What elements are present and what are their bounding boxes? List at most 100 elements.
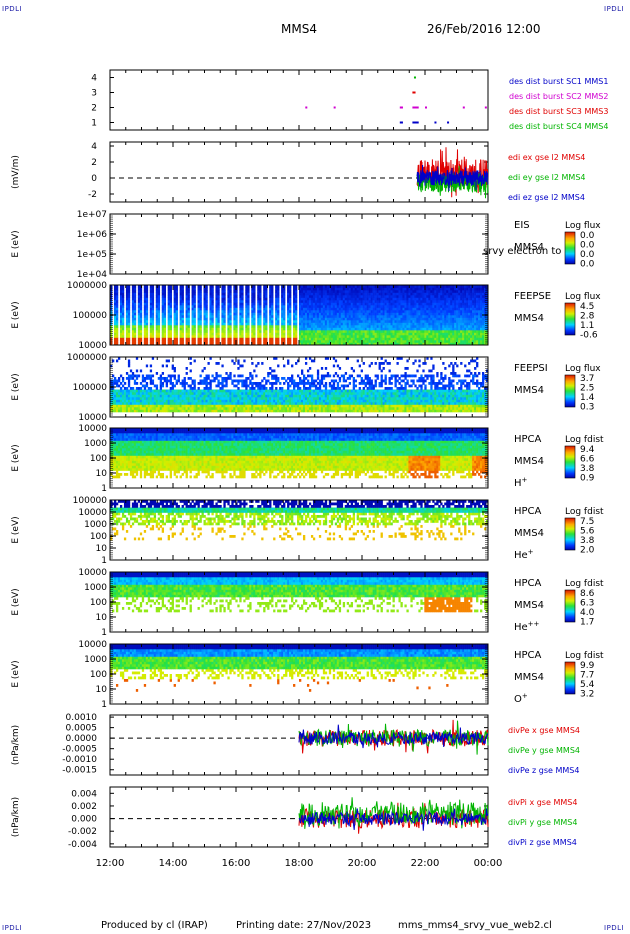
spectrogram-cell [366, 322, 369, 326]
spectrogram-cell [151, 317, 155, 321]
spectrogram-cell [446, 335, 449, 338]
spectrogram-cell [269, 335, 272, 338]
spectrogram-cell [482, 322, 485, 326]
spectrogram-cell [306, 292, 310, 296]
spectrogram-cell [115, 397, 119, 400]
spectrogram-cell [376, 335, 379, 338]
spectrogram-cell [406, 287, 409, 291]
spectrogram-cell [167, 302, 170, 306]
spectrogram-cell [173, 295, 176, 298]
spectrogram-cell [179, 389, 182, 393]
spectrogram-cell [418, 302, 421, 306]
spectrogram-cell [269, 310, 272, 313]
spectrogram-cell [300, 325, 304, 328]
spectrogram-cell [271, 317, 274, 321]
spectrogram-cell [209, 315, 212, 318]
spectrogram-cell [430, 322, 433, 326]
spectrogram-cell [412, 287, 415, 291]
spectrogram-cell [406, 332, 409, 336]
spectrogram-cell [289, 305, 292, 308]
spectrogram-cell [203, 300, 206, 303]
spectrogram-cell [396, 337, 399, 341]
spectrogram-cell [366, 330, 369, 333]
spectrogram-cell [137, 290, 141, 293]
spectrogram-cell [143, 384, 147, 388]
spectrogram-cell [400, 312, 403, 316]
spectrogram-cell [316, 285, 320, 288]
spectrogram-cell [265, 320, 268, 323]
spectrogram-cell [253, 320, 256, 323]
spectrogram-cell [281, 322, 284, 326]
spectrogram-cell [161, 315, 165, 318]
spectrogram-cell [251, 320, 254, 323]
spectrogram-cell [452, 287, 455, 291]
spectrogram-cell [157, 312, 161, 316]
spectrogram-cell [221, 300, 224, 303]
spectrogram-cell [416, 307, 419, 311]
spectrogram-cell [332, 330, 336, 333]
spectrogram-cell [338, 297, 342, 301]
spectrogram-cell [173, 389, 176, 393]
spectrogram-cell [416, 300, 419, 303]
spectrogram-cell [398, 297, 401, 301]
spectrogram-cell [227, 290, 230, 293]
spectrogram-cell [157, 389, 161, 393]
spectrogram-cell [205, 290, 208, 293]
spectrogram-cell [251, 307, 254, 311]
spectrogram-cell [460, 297, 463, 301]
spectrogram-cell [392, 332, 395, 336]
spectrogram-cell [169, 397, 172, 400]
spectrogram-cell [123, 399, 127, 403]
spectrogram-cell [420, 292, 423, 296]
spectrogram-cell [151, 335, 155, 338]
spectrogram-cell [482, 317, 485, 321]
spectrogram [110, 285, 489, 346]
spectrogram-cell [396, 307, 399, 311]
spectrogram-cell [139, 369, 143, 373]
spectrogram-cell [372, 322, 375, 326]
spectrogram-cell [187, 295, 190, 298]
spectrogram-cell [316, 332, 320, 336]
spectrogram-cell [380, 307, 383, 311]
spectrogram-cell [444, 285, 447, 288]
spectrogram-cell [173, 332, 176, 336]
spectrogram-cell [293, 325, 296, 328]
spectrogram-cell [277, 285, 280, 288]
spectrogram-cell [149, 397, 153, 400]
spectrogram-cell [390, 295, 393, 298]
spectrogram-cell [448, 330, 451, 333]
spectrogram-cell [328, 332, 332, 336]
spectrogram-cell [181, 407, 184, 410]
spectrogram-cell [159, 374, 163, 378]
spectrogram-cell [452, 327, 455, 331]
spectrogram-cell [438, 292, 441, 296]
spectrogram-cell [155, 310, 159, 313]
spectrogram-cell [404, 332, 407, 336]
spectrogram-cell [350, 325, 354, 328]
spectrogram-cell [462, 307, 465, 311]
spectrogram-cell [239, 300, 242, 303]
spectrogram-cell [189, 389, 192, 393]
spectrogram-cell [145, 340, 149, 343]
spectrogram-cell [416, 342, 419, 346]
spectrogram-cell [173, 320, 176, 323]
colorbar-tick-label: 0.0 [580, 241, 595, 251]
spectrogram-cell [344, 317, 348, 321]
spectrogram-cell [308, 307, 312, 311]
spectrogram-cell [161, 325, 165, 328]
spectrogram-cell [478, 290, 481, 293]
spectrogram-cell [456, 292, 459, 296]
spectrogram-cell [386, 300, 389, 303]
spectrogram-cell [420, 290, 423, 293]
spectrogram-cell [370, 325, 373, 328]
spectrogram-cell [436, 330, 439, 333]
spectrogram-cell [221, 332, 224, 336]
spectrogram-cell [251, 285, 254, 288]
spectrogram-cell [157, 332, 161, 336]
spectrogram-cell [450, 332, 453, 336]
spectrogram-cell [478, 325, 481, 328]
spectrogram-cell [125, 305, 129, 308]
spectrogram-cell [322, 332, 326, 336]
spectrogram-cell [364, 327, 367, 331]
spectrogram-cell [434, 330, 437, 333]
